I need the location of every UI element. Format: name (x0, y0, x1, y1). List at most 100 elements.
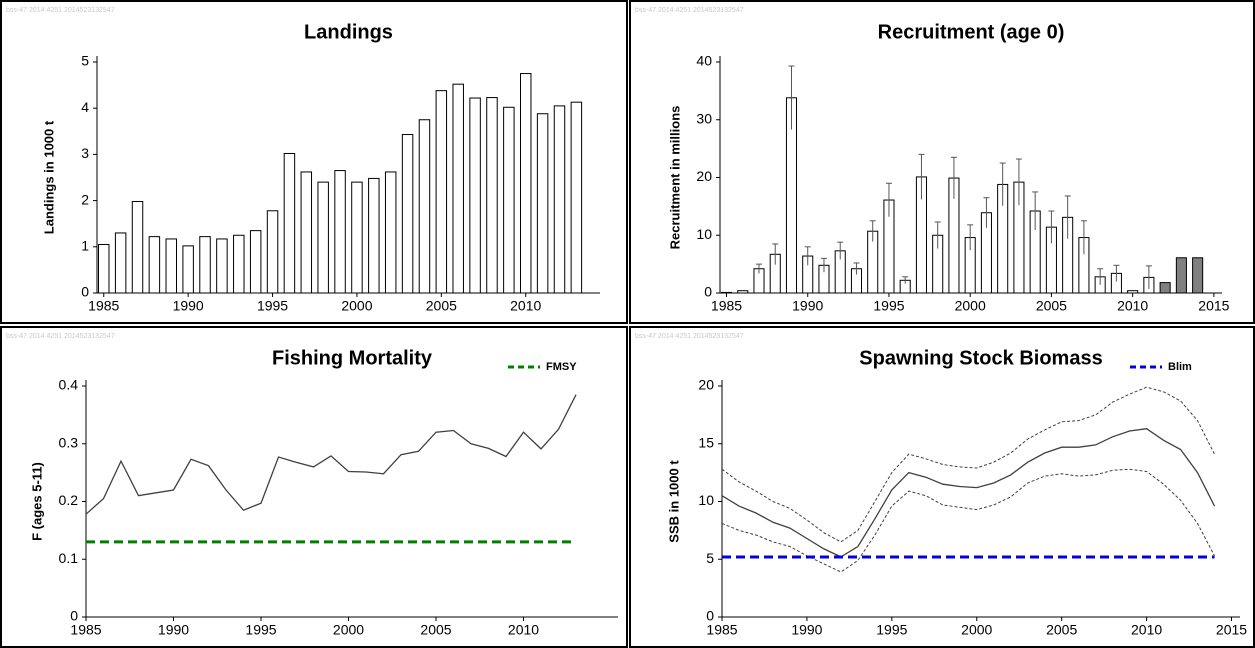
panel-border (629, 326, 1255, 648)
bar (1175, 257, 1187, 294)
bar (131, 201, 144, 294)
x-tick-label: 2000 (341, 298, 372, 314)
x-tick-label: 1990 (173, 298, 204, 314)
x-tick-label: 2010 (510, 298, 541, 314)
y-tick-label: 0.3 (59, 434, 79, 450)
data-line (721, 428, 1216, 558)
y-tick-label: 0 (704, 284, 712, 300)
x-tick-label: 2000 (955, 298, 986, 314)
bar (249, 230, 262, 294)
bar (182, 245, 194, 294)
x-tick-label: 2005 (420, 622, 451, 638)
legend-label: Blim (1168, 361, 1192, 373)
x-tick-label: 1995 (873, 298, 904, 314)
x-tick-label: 1990 (792, 298, 823, 314)
x-tick-label: 1985 (711, 298, 742, 314)
bar (98, 243, 110, 294)
y-tick-label: 0.4 (59, 377, 79, 393)
watermark: bss-47 2014 4251 2014523132547 (6, 333, 115, 340)
bar (317, 181, 329, 294)
bar (114, 232, 127, 294)
y-tick-label: 20 (698, 377, 714, 393)
panel-border (0, 326, 628, 648)
y-axis-label: SSB in 1000 t (666, 460, 681, 543)
bar (334, 170, 346, 294)
bar (469, 97, 481, 294)
bar (216, 238, 228, 294)
y-tick-label: 40 (696, 53, 712, 69)
bar (401, 134, 414, 294)
x-tick-label: 1985 (706, 622, 737, 638)
y-tick-label: 1 (81, 238, 89, 254)
chart-title: Fishing Mortality (272, 347, 433, 369)
data-line (721, 386, 1215, 543)
x-tick-label: 1990 (158, 622, 189, 638)
bar (452, 83, 464, 294)
legend-label: FMSY (546, 361, 577, 373)
x-tick-label: 2005 (1036, 298, 1067, 314)
bar (148, 236, 161, 294)
x-tick-label: 2005 (1046, 622, 1077, 638)
bar (351, 181, 363, 294)
y-tick-label: 20 (696, 168, 712, 184)
bar (570, 101, 583, 294)
bar (233, 234, 245, 294)
y-tick-label: 5 (81, 53, 89, 69)
bar (418, 119, 431, 294)
x-tick-label: 1995 (876, 622, 907, 638)
bar (737, 290, 749, 294)
y-tick-label: 2 (81, 191, 89, 207)
y-tick-label: 0 (706, 608, 714, 624)
y-tick-label: 0.2 (59, 492, 79, 508)
x-tick-label: 2015 (1198, 298, 1229, 314)
bar (300, 171, 313, 294)
x-tick-label: 2010 (1131, 622, 1162, 638)
bar (720, 291, 733, 294)
y-tick-label: 10 (698, 492, 714, 508)
bar (519, 73, 532, 294)
y-axis-label: Landings in 1000 t (41, 120, 56, 234)
watermark: bss-47 2014 4251 2014523132547 (6, 7, 115, 14)
bar (486, 97, 498, 294)
panel-border (629, 0, 1255, 324)
chart-title: Recruitment (age 0) (878, 21, 1065, 43)
bar (1159, 282, 1171, 294)
bar (266, 210, 279, 294)
y-tick-label: 3 (81, 145, 89, 161)
bar (536, 113, 549, 294)
chart-title: Landings (304, 21, 393, 43)
bar (199, 236, 211, 294)
bar (435, 90, 448, 294)
y-tick-label: 0.1 (59, 550, 79, 566)
y-tick-label: 0 (70, 608, 78, 624)
chart-title: Spawning Stock Biomass (859, 347, 1102, 369)
y-tick-label: 10 (696, 226, 712, 242)
y-tick-label: 4 (81, 99, 89, 115)
x-tick-label: 1995 (245, 622, 276, 638)
bar (1192, 257, 1204, 294)
data-line (85, 394, 577, 515)
bar (384, 171, 397, 294)
y-axis-label: Recruitment in millions (667, 106, 682, 250)
bar (368, 177, 380, 294)
y-tick-label: 30 (696, 110, 712, 126)
y-tick-label: 5 (706, 550, 714, 566)
x-tick-label: 2015 (1216, 622, 1247, 638)
data-line (721, 468, 1215, 573)
x-tick-label: 2000 (961, 622, 992, 638)
y-axis-label: F (ages 5-11) (29, 462, 44, 541)
x-tick-label: 1995 (257, 298, 288, 314)
watermark: bss-47 2014 4251 2014523132547 (635, 7, 744, 14)
watermark: bss-47 2014 4251 2014523132547 (635, 333, 744, 340)
x-tick-label: 2000 (333, 622, 364, 638)
bar (553, 105, 566, 294)
bar (503, 106, 515, 294)
y-tick-label: 15 (698, 434, 714, 450)
y-tick-label: 0 (81, 284, 89, 300)
bar (165, 238, 178, 294)
x-tick-label: 2010 (508, 622, 539, 638)
panel-border (0, 0, 628, 324)
x-tick-label: 2010 (1117, 298, 1148, 314)
